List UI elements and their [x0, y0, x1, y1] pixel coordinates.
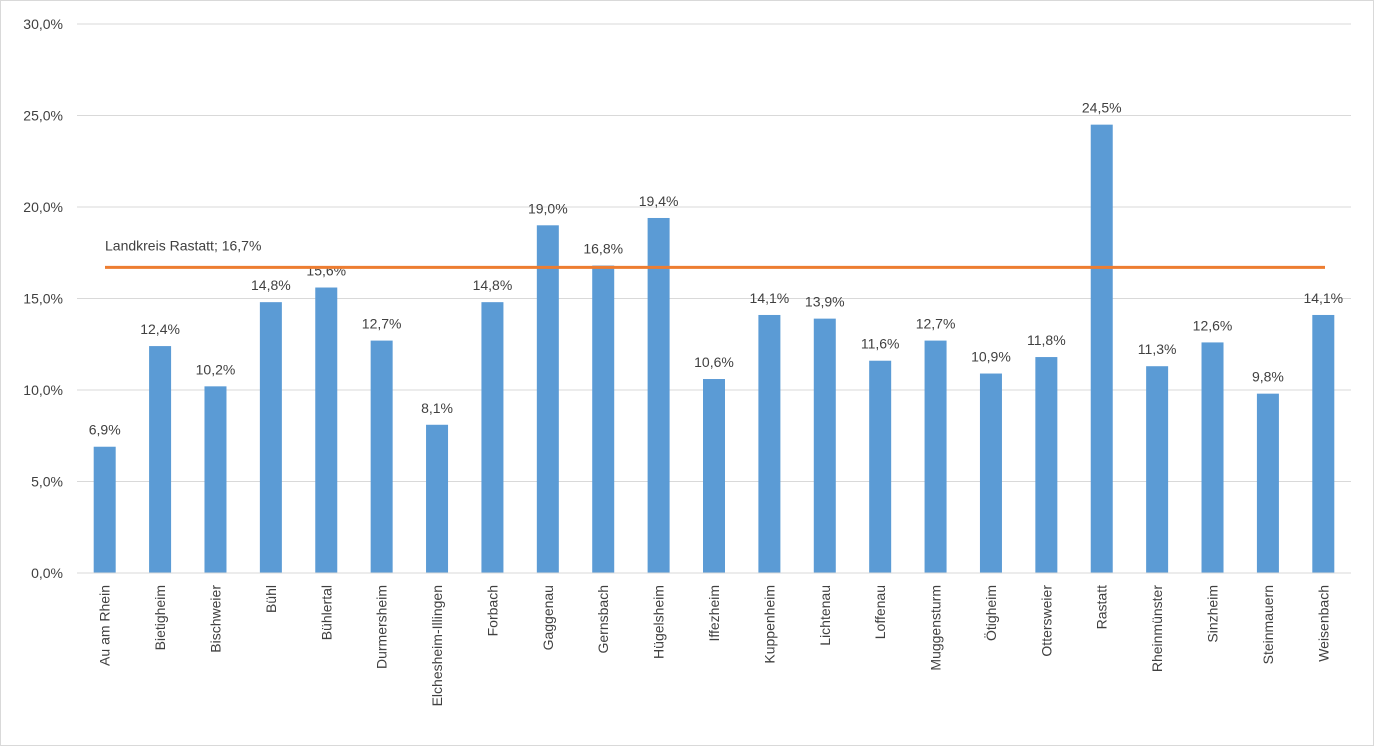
y-axis-tick-labels: 0,0% 5,0% 10,0% 15,0% 20,0% 25,0% 30,0%: [23, 16, 63, 581]
bar: [481, 302, 504, 573]
category-label: Sinzheim: [1205, 585, 1221, 643]
bar: [536, 225, 559, 574]
category-label: Rheinmünster: [1149, 585, 1165, 672]
category-label: Loffenau: [872, 585, 888, 639]
category-label: Lichtenau: [817, 585, 833, 646]
data-label: 10,6%: [694, 354, 734, 370]
reference-line-label: Landkreis Rastatt; 16,7%: [105, 237, 261, 253]
bar: [204, 386, 227, 573]
gridlines: [77, 23, 1351, 482]
category-label: Iffezheim: [706, 585, 722, 642]
bar: [924, 340, 947, 573]
reference-line-group: Landkreis Rastatt; 16,7%: [105, 237, 1325, 269]
category-label: Steinmauern: [1260, 585, 1276, 664]
data-label: 14,8%: [251, 277, 291, 293]
category-label: Forbach: [484, 585, 500, 636]
data-label: 12,6%: [1193, 317, 1233, 333]
category-label: Ottersweier: [1038, 585, 1054, 657]
bar: [370, 340, 393, 573]
data-label: 19,0%: [528, 200, 568, 216]
data-label: 9,8%: [1252, 369, 1284, 385]
bar: [426, 424, 449, 573]
bar: [1146, 366, 1169, 573]
bar: [259, 302, 282, 573]
data-labels: 6,9% 12,4% 10,2% 14,8% 15,6% 12,7% 8,1% 14,8% 19…: [89, 100, 1343, 438]
data-label: 19,4%: [639, 193, 679, 209]
y-tick-label: 25,0%: [23, 108, 63, 124]
category-label: Weisenbach: [1315, 585, 1331, 662]
bar: [93, 446, 116, 573]
data-label: 13,9%: [805, 294, 845, 310]
bar: [149, 346, 172, 573]
bars: [93, 124, 1335, 574]
category-label: Muggensturm: [928, 585, 944, 671]
y-tick-label: 5,0%: [31, 474, 63, 490]
category-label: Kuppenheim: [761, 585, 777, 664]
data-label: 12,7%: [916, 316, 956, 332]
x-axis-category-labels: Au am Rhein Bietigheim Bischweier Bühl Bühle…: [97, 585, 1332, 707]
data-label: 12,7%: [362, 316, 402, 332]
bar: [813, 318, 836, 573]
bar: [592, 265, 615, 573]
bar: [315, 287, 338, 573]
bar: [869, 360, 892, 573]
data-label: 10,9%: [971, 349, 1011, 365]
y-tick-label: 0,0%: [31, 565, 63, 581]
y-tick-label: 15,0%: [23, 291, 63, 307]
category-label: Durmersheim: [374, 585, 390, 669]
data-label: 15,6%: [306, 263, 346, 279]
category-label: Bischweier: [207, 585, 223, 653]
category-label: Rastatt: [1094, 585, 1110, 629]
category-label: Bietigheim: [152, 585, 168, 650]
data-label: 24,5%: [1082, 100, 1122, 116]
data-label: 11,8%: [1027, 332, 1066, 348]
data-label: 10,2%: [196, 361, 236, 377]
bar: [1201, 342, 1224, 573]
data-label: 11,6%: [861, 336, 900, 352]
category-label: Bühlertal: [318, 585, 334, 640]
bar: [979, 373, 1002, 573]
bar: [647, 217, 670, 574]
category-label: Gernsbach: [595, 585, 611, 653]
data-label: 16,8%: [583, 241, 623, 257]
bar: [703, 379, 725, 573]
y-tick-label: 20,0%: [23, 199, 63, 215]
y-tick-label: 10,0%: [23, 382, 63, 398]
category-label: Hügelsheim: [651, 585, 667, 659]
data-label: 6,9%: [89, 422, 121, 438]
data-label: 12,4%: [140, 321, 180, 337]
bar: [1312, 314, 1335, 573]
category-label: Bühl: [263, 585, 279, 613]
category-label: Elchesheim-Illingen: [429, 585, 445, 706]
bar: [1256, 393, 1279, 573]
category-label: Ötigheim: [982, 585, 999, 641]
bar: [758, 314, 781, 573]
data-label: 14,8%: [473, 277, 513, 293]
category-label: Gaggenau: [540, 585, 556, 650]
bar: [1035, 357, 1058, 573]
data-label: 11,3%: [1138, 341, 1177, 357]
data-label: 14,1%: [750, 290, 790, 306]
bar: [1090, 124, 1113, 574]
data-label: 8,1%: [421, 400, 453, 416]
y-tick-label: 30,0%: [23, 16, 63, 32]
category-label: Au am Rhein: [97, 585, 113, 666]
data-label: 14,1%: [1303, 290, 1343, 306]
